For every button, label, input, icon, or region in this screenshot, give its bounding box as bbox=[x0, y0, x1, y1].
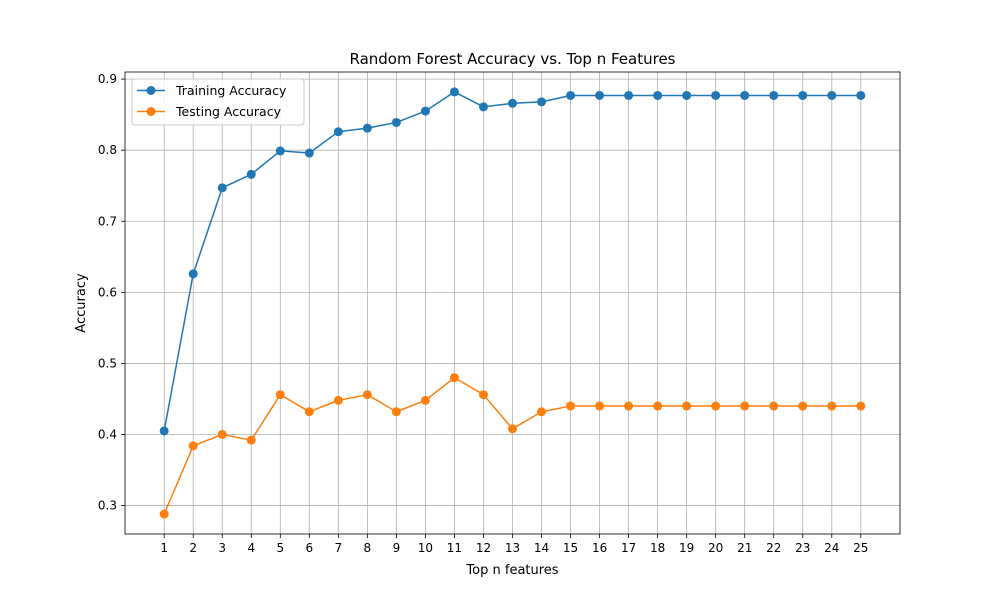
data-point-training bbox=[740, 90, 750, 100]
y-axis-label: Accuracy bbox=[74, 273, 89, 333]
x-tick-label: 3 bbox=[218, 541, 226, 555]
data-point-training bbox=[391, 117, 401, 127]
data-point-testing bbox=[362, 390, 372, 400]
data-point-testing bbox=[566, 401, 576, 411]
y-tick-label: 0.8 bbox=[98, 143, 117, 157]
data-point-training bbox=[420, 106, 430, 116]
data-point-training bbox=[362, 123, 372, 133]
data-point-testing bbox=[508, 424, 517, 434]
data-point-testing bbox=[391, 407, 401, 417]
x-tick-label: 7 bbox=[335, 541, 343, 555]
data-point-training bbox=[478, 102, 488, 112]
data-point-testing bbox=[478, 390, 488, 400]
data-point-training bbox=[624, 90, 634, 100]
x-tick-label: 25 bbox=[853, 541, 868, 555]
x-tick-label: 21 bbox=[737, 541, 752, 555]
y-tick-label: 0.6 bbox=[98, 285, 117, 299]
x-tick-label: 4 bbox=[247, 541, 255, 555]
y-tick-label: 0.5 bbox=[98, 356, 117, 370]
x-tick-label: 2 bbox=[189, 541, 197, 555]
data-point-testing bbox=[449, 373, 459, 383]
data-point-training bbox=[682, 90, 692, 100]
data-point-testing bbox=[711, 401, 721, 411]
x-tick-label: 15 bbox=[563, 541, 578, 555]
data-point-training bbox=[769, 90, 779, 100]
x-tick-label: 20 bbox=[708, 541, 723, 555]
x-tick-label: 10 bbox=[418, 541, 433, 555]
x-tick-label: 5 bbox=[276, 541, 284, 555]
data-point-testing bbox=[769, 401, 779, 411]
x-tick-label: 12 bbox=[476, 541, 491, 555]
y-axis-ticks: 0.3 0.4 0.5 0.6 0.7 0.8 0.9 bbox=[98, 72, 125, 513]
data-point-training bbox=[798, 90, 808, 100]
data-point-training bbox=[275, 146, 285, 156]
x-tick-label: 8 bbox=[364, 541, 372, 555]
legend-box bbox=[131, 78, 305, 126]
data-point-testing bbox=[246, 435, 256, 445]
chart-title: Random Forest Accuracy vs. Top n Feature… bbox=[349, 50, 675, 68]
data-point-testing bbox=[827, 401, 837, 411]
data-point-testing bbox=[682, 401, 692, 411]
x-tick-label: 11 bbox=[447, 541, 462, 555]
data-point-training bbox=[449, 87, 459, 97]
data-point-testing bbox=[188, 441, 198, 451]
data-point-testing bbox=[624, 401, 634, 411]
x-tick-label: 9 bbox=[393, 541, 401, 555]
data-point-testing bbox=[217, 429, 227, 439]
legend: Training Accuracy Testing Accuracy bbox=[131, 78, 305, 126]
data-point-training bbox=[566, 90, 576, 100]
x-tick-label: 1 bbox=[160, 541, 168, 555]
data-point-testing bbox=[304, 407, 314, 417]
data-point-training bbox=[508, 98, 517, 108]
data-point-training bbox=[188, 269, 198, 279]
data-point-training bbox=[246, 169, 256, 179]
data-point-testing bbox=[856, 401, 866, 411]
data-point-testing bbox=[653, 401, 663, 411]
data-point-testing bbox=[798, 401, 808, 411]
legend-marker-training bbox=[146, 86, 156, 95]
x-tick-label: 6 bbox=[305, 541, 313, 555]
x-tick-label: 18 bbox=[650, 541, 665, 555]
x-tick-label: 17 bbox=[621, 541, 636, 555]
data-point-testing bbox=[275, 390, 285, 400]
data-point-testing bbox=[595, 401, 605, 411]
x-axis-label: Top n features bbox=[465, 563, 558, 578]
x-tick-label: 19 bbox=[679, 541, 694, 555]
data-point-training bbox=[595, 90, 605, 100]
x-tick-label: 22 bbox=[766, 541, 781, 555]
data-point-training bbox=[827, 90, 837, 100]
data-point-testing bbox=[159, 509, 169, 519]
data-point-testing bbox=[740, 401, 750, 411]
data-point-training bbox=[537, 97, 547, 107]
y-tick-label: 0.7 bbox=[98, 214, 117, 228]
legend-marker-testing bbox=[146, 107, 156, 116]
data-point-training bbox=[159, 426, 169, 436]
data-point-training bbox=[217, 183, 227, 193]
x-tick-label: 16 bbox=[592, 541, 607, 555]
x-axis-ticks: 1 2 3 4 5 6 7 8 9 10 11 12 13 14 15 16 17 18 19 20 21 22 23 24 2… bbox=[160, 534, 868, 555]
series-layer bbox=[159, 87, 866, 519]
x-tick-label: 24 bbox=[824, 541, 839, 555]
data-point-testing bbox=[333, 395, 343, 405]
y-tick-label: 0.3 bbox=[98, 499, 117, 513]
data-point-training bbox=[856, 90, 866, 100]
x-tick-label: 23 bbox=[795, 541, 810, 555]
data-point-training bbox=[304, 148, 314, 158]
legend-label-testing: Testing Accuracy bbox=[175, 104, 282, 119]
data-point-testing bbox=[537, 407, 547, 417]
data-point-training bbox=[333, 127, 343, 137]
x-tick-label: 14 bbox=[534, 541, 549, 555]
legend-label-training: Training Accuracy bbox=[175, 83, 287, 98]
data-point-training bbox=[653, 90, 663, 100]
grid-layer bbox=[125, 72, 900, 534]
x-tick-label: 13 bbox=[505, 541, 520, 555]
data-point-testing bbox=[420, 395, 430, 405]
y-tick-label: 0.9 bbox=[98, 72, 117, 86]
data-point-training bbox=[711, 90, 721, 100]
y-tick-label: 0.4 bbox=[98, 427, 117, 441]
